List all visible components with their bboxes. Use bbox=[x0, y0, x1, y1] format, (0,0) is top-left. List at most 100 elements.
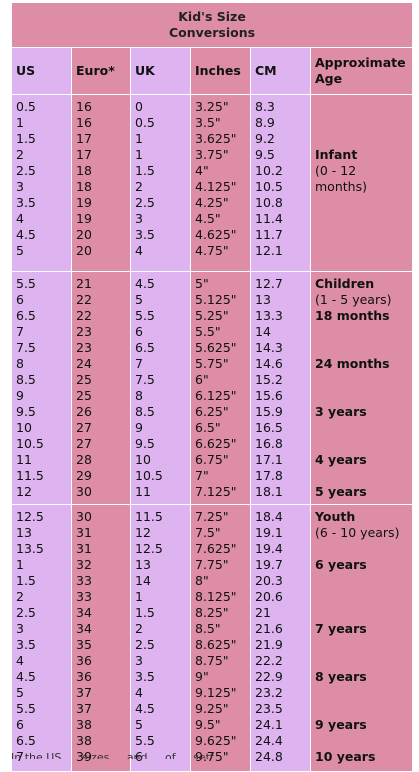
cm-value: 21.9 bbox=[255, 637, 283, 652]
euro-value: 28 bbox=[76, 452, 92, 467]
size-group-youth: 12.5 13 13.5 1 1.5 2 2.5 3 3.5 4 4.5 5 5.5 6 6.5 7 30 31… bbox=[11, 504, 414, 772]
euro-value: 22 bbox=[76, 308, 92, 323]
uk-value: 5.5 bbox=[135, 733, 155, 748]
inches-value: 5.75" bbox=[195, 356, 229, 371]
uk-value: 9.5 bbox=[135, 436, 155, 451]
age-label bbox=[315, 605, 412, 621]
uk-value: 0 bbox=[135, 99, 143, 114]
age-label bbox=[315, 372, 412, 388]
us-value: 3.5 bbox=[16, 195, 36, 210]
age-label: 6 years bbox=[315, 557, 367, 572]
uk-value: 7 bbox=[135, 356, 143, 371]
age-label bbox=[315, 637, 412, 653]
uk-value: 8.5 bbox=[135, 404, 155, 419]
us-value: 9.5 bbox=[16, 404, 36, 419]
uk-value: 12 bbox=[135, 525, 151, 540]
uk-value: 3 bbox=[135, 653, 143, 668]
age-column: Youth (6 - 10 years) 6 years 7 years 8 years… bbox=[309, 504, 414, 772]
table-title-line1: Kid's Size bbox=[178, 9, 246, 24]
inches-value: 8.125" bbox=[195, 589, 237, 604]
header-age-line1: Approximate bbox=[315, 55, 406, 70]
inches-value: 6.75" bbox=[195, 452, 229, 467]
age-label: (0 - 12 bbox=[315, 163, 357, 178]
cm-value: 20.6 bbox=[255, 589, 283, 604]
age-label bbox=[315, 115, 412, 131]
euro-value: 25 bbox=[76, 388, 92, 403]
uk-value: 2.5 bbox=[135, 637, 155, 652]
us-value: 5.5 bbox=[16, 701, 36, 716]
us-value: 2.5 bbox=[16, 605, 36, 620]
cm-value: 10.8 bbox=[255, 195, 283, 210]
euro-column: 21 22 22 23 23 24 25 25 26 27 27 28 29 30 bbox=[71, 271, 131, 505]
age-label bbox=[315, 701, 412, 717]
us-value: 6 bbox=[16, 717, 24, 732]
uk-column: 11.5 12 12.5 13 14 1 1.5 2 2.5 3 3.5 4 4.5 5 5.5 6 bbox=[130, 504, 191, 772]
us-value: 5 bbox=[16, 685, 24, 700]
uk-value: 7.5 bbox=[135, 372, 155, 387]
inches-column: 7.25" 7.5" 7.625" 7.75" 8" 8.125" 8.25" 8.5" 8.6… bbox=[190, 504, 251, 772]
euro-column: 30 31 31 32 33 33 34 34 35 36 36 37 37 38 38 39 bbox=[71, 504, 131, 772]
uk-value: 2 bbox=[135, 179, 143, 194]
inches-value: 6" bbox=[195, 372, 209, 387]
age-column: Infant (0 - 12 months) bbox=[309, 94, 414, 272]
inches-value: 8.75" bbox=[195, 653, 229, 668]
cm-value: 17.8 bbox=[255, 468, 283, 483]
age-label bbox=[315, 227, 412, 243]
us-value: 4.5 bbox=[16, 669, 36, 684]
uk-value: 12.5 bbox=[135, 541, 163, 556]
euro-value: 18 bbox=[76, 163, 92, 178]
inches-value: 4.5" bbox=[195, 211, 221, 226]
us-value: 4 bbox=[16, 653, 24, 668]
uk-column: 0 0.5 1 1 1.5 2 2.5 3 3.5 4 bbox=[130, 94, 191, 272]
uk-value: 11 bbox=[135, 484, 151, 499]
age-label bbox=[315, 195, 412, 211]
header-uk: UK bbox=[130, 47, 191, 95]
us-value: 8 bbox=[16, 356, 24, 371]
inches-value: 5.25" bbox=[195, 308, 229, 323]
uk-value: 4.5 bbox=[135, 276, 155, 291]
cm-value: 19.1 bbox=[255, 525, 283, 540]
uk-value: 4 bbox=[135, 685, 143, 700]
cm-value: 10.2 bbox=[255, 163, 283, 178]
uk-value: 6.5 bbox=[135, 340, 155, 355]
euro-value: 37 bbox=[76, 685, 92, 700]
uk-value: 0.5 bbox=[135, 115, 155, 130]
inches-value: 4.625" bbox=[195, 227, 237, 242]
cm-value: 14.6 bbox=[255, 356, 283, 371]
us-value: 4 bbox=[16, 211, 24, 226]
size-conversion-table: Kid's Size Conversions US Euro* UK Inche… bbox=[10, 2, 414, 772]
uk-value: 10 bbox=[135, 452, 151, 467]
inches-value: 6.625" bbox=[195, 436, 237, 451]
euro-value: 38 bbox=[76, 717, 92, 732]
us-value: 1 bbox=[16, 557, 24, 572]
inches-value: 5" bbox=[195, 276, 209, 291]
age-label bbox=[315, 468, 412, 484]
age-label bbox=[315, 99, 412, 115]
inches-value: 5.125" bbox=[195, 292, 237, 307]
inches-value: 6.125" bbox=[195, 388, 237, 403]
us-value: 6.5 bbox=[16, 308, 36, 323]
inches-value: 7" bbox=[195, 468, 209, 483]
cm-value: 16.5 bbox=[255, 420, 283, 435]
euro-value: 17 bbox=[76, 131, 92, 146]
us-value: 6 bbox=[16, 292, 24, 307]
footnote: In the US, ... sizes ... and ... of ... … bbox=[11, 752, 215, 759]
euro-value: 34 bbox=[76, 605, 92, 620]
cm-value: 22.2 bbox=[255, 653, 283, 668]
euro-value: 35 bbox=[76, 637, 92, 652]
us-value: 10.5 bbox=[16, 436, 44, 451]
inches-value: 3.75" bbox=[195, 147, 229, 162]
uk-value: 6 bbox=[135, 324, 143, 339]
uk-value: 1 bbox=[135, 131, 143, 146]
us-value: 12 bbox=[16, 484, 32, 499]
cm-value: 13 bbox=[255, 292, 271, 307]
uk-value: 4 bbox=[135, 243, 143, 258]
inches-value: 5.625" bbox=[195, 340, 237, 355]
age-label bbox=[315, 340, 412, 356]
us-value: 6.5 bbox=[16, 733, 36, 748]
age-label: Youth bbox=[315, 509, 356, 524]
age-label: 18 months bbox=[315, 308, 390, 323]
inches-value: 4.75" bbox=[195, 243, 229, 258]
header-approximate-age: Approximate Age bbox=[309, 47, 414, 95]
uk-column: 4.5 5 5.5 6 6.5 7 7.5 8 8.5 9 9.5 10 10.5 11 bbox=[130, 271, 191, 505]
